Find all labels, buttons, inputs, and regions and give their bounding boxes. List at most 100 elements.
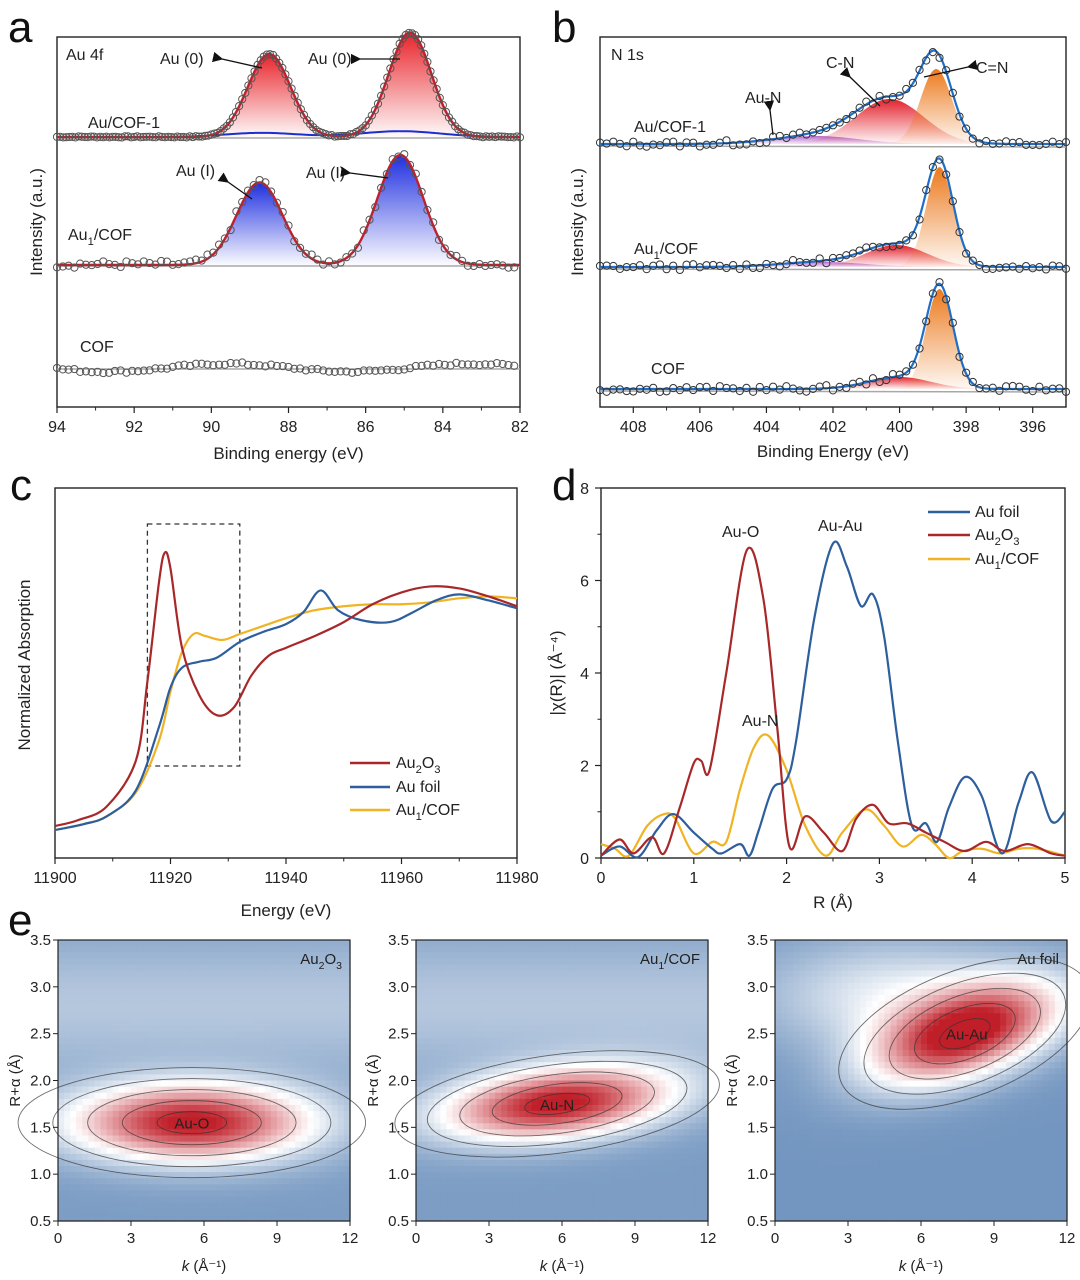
heatmap-cell bbox=[458, 1019, 466, 1027]
heatmap-cell bbox=[325, 1147, 333, 1155]
heatmap-cell bbox=[264, 1196, 272, 1204]
heatmap-cell bbox=[173, 1001, 181, 1008]
heatmap-cell bbox=[252, 1123, 260, 1130]
heatmap-cell bbox=[428, 1037, 435, 1045]
heatmap-cell bbox=[641, 1098, 648, 1106]
heatmap-cell bbox=[507, 1166, 514, 1173]
heatmap-cell bbox=[537, 1049, 545, 1057]
heatmap-cell bbox=[216, 1190, 223, 1198]
heatmap-cell bbox=[422, 1208, 429, 1216]
heatmap-cell bbox=[598, 1196, 606, 1204]
heatmap-cell bbox=[295, 1092, 302, 1100]
heatmap-cell bbox=[289, 1190, 296, 1198]
heatmap-cell bbox=[185, 1129, 193, 1137]
heatmap-cell bbox=[446, 1056, 454, 1063]
heatmap-cell bbox=[277, 1013, 284, 1021]
heatmap-cell bbox=[106, 1172, 114, 1179]
heatmap-cell bbox=[489, 1056, 496, 1063]
heatmap-cell bbox=[106, 1159, 114, 1167]
heatmap-cell bbox=[622, 952, 630, 959]
heatmap-cell bbox=[458, 1031, 466, 1039]
heatmap-cell bbox=[173, 994, 181, 1002]
heatmap-cell bbox=[246, 958, 254, 966]
heatmap-cell bbox=[277, 1147, 284, 1155]
heatmap-cell bbox=[507, 1104, 514, 1112]
heatmap-cell bbox=[470, 1031, 478, 1039]
heatmap-cell bbox=[343, 1117, 351, 1124]
heatmap-cell bbox=[76, 1007, 83, 1014]
heatmap-cell bbox=[628, 1123, 636, 1130]
heatmap-cell bbox=[137, 1098, 144, 1106]
panel-b-data-point bbox=[882, 242, 891, 251]
heatmap-cell bbox=[319, 1111, 327, 1118]
heatmap-cell bbox=[549, 1135, 557, 1143]
heatmap-cell bbox=[313, 1208, 321, 1216]
heatmap-cell bbox=[325, 970, 333, 978]
heatmap-cell bbox=[513, 1056, 521, 1063]
heatmap-cell bbox=[622, 1208, 630, 1216]
heatmap-cell bbox=[325, 1159, 333, 1167]
heatmap-cell bbox=[234, 1049, 242, 1057]
heatmap-cell bbox=[100, 1196, 108, 1204]
heatmap-cell bbox=[495, 964, 502, 972]
panel-b-data-point bbox=[755, 382, 764, 392]
heatmap-cell bbox=[325, 1098, 333, 1106]
panel-b-xlabel: Binding Energy (eV) bbox=[757, 442, 909, 461]
heatmap-cell bbox=[283, 946, 290, 953]
heatmap-cell bbox=[240, 946, 248, 953]
heatmap-cell bbox=[277, 1202, 284, 1210]
heatmap-cell bbox=[204, 994, 211, 1002]
heatmap-cell bbox=[671, 958, 679, 966]
heatmap-cell bbox=[331, 1031, 339, 1039]
heatmap-cell bbox=[428, 1062, 435, 1069]
heatmap-cell bbox=[489, 1172, 496, 1179]
heatmap-cell bbox=[283, 1159, 290, 1167]
panel-e-wavelet-transform: 0 3 6 9 120.51.01.52.02.53.03.5k (Å⁻¹)R+α (Å… bbox=[7, 932, 1080, 1275]
heatmap-cell bbox=[331, 1062, 339, 1069]
heatmap-cell bbox=[185, 1043, 193, 1051]
heatmap-cell bbox=[562, 1208, 569, 1216]
heatmap-cell bbox=[428, 1056, 435, 1063]
heatmap-cell bbox=[628, 1025, 636, 1033]
heatmap-cell bbox=[337, 1166, 345, 1173]
heatmap-cell bbox=[659, 1147, 667, 1155]
heatmap-cell bbox=[270, 1159, 278, 1167]
heatmap-cell bbox=[428, 1135, 435, 1143]
panel-a-data-point bbox=[475, 361, 484, 370]
heatmap-cell bbox=[191, 1196, 199, 1204]
panel-a-data-point bbox=[261, 178, 270, 187]
heatmap-cell bbox=[258, 1074, 266, 1082]
panel-a-data-point bbox=[336, 131, 346, 141]
heatmap-cell bbox=[574, 1141, 581, 1149]
panel-a-peak-fill bbox=[184, 54, 355, 137]
heatmap-cell bbox=[628, 1202, 636, 1210]
heatmap-cell bbox=[434, 1123, 441, 1130]
heatmap-cell bbox=[289, 958, 296, 966]
heatmap-cell bbox=[635, 1117, 642, 1124]
heatmap-cell bbox=[677, 958, 685, 966]
heatmap-cell bbox=[191, 1123, 199, 1130]
heatmap-cell bbox=[343, 1196, 351, 1204]
heatmap-cell bbox=[143, 1025, 150, 1033]
heatmap-cell bbox=[325, 940, 333, 947]
panel-a-data-point bbox=[99, 133, 108, 142]
heatmap-cell bbox=[173, 1178, 181, 1185]
heatmap-cell bbox=[470, 958, 478, 966]
heatmap-cell bbox=[258, 1007, 266, 1014]
panel-c-xtick-label: 11920 bbox=[149, 870, 192, 887]
heatmap-cell bbox=[252, 1098, 260, 1106]
heatmap-cell bbox=[343, 1001, 351, 1008]
heatmap-cell bbox=[531, 982, 539, 990]
heatmap-cell bbox=[440, 1013, 448, 1021]
heatmap-cell bbox=[464, 1043, 472, 1051]
heatmap-cell bbox=[307, 994, 315, 1002]
heatmap-cell bbox=[319, 1196, 327, 1204]
heatmap-cell bbox=[228, 1104, 236, 1112]
heatmap-cell bbox=[210, 946, 217, 953]
heatmap-cell bbox=[106, 1019, 114, 1027]
heatmap-cell bbox=[331, 1025, 339, 1033]
panel-a-annotation-au1-left: Au (I) bbox=[176, 163, 215, 180]
heatmap-cell bbox=[659, 1123, 667, 1130]
heatmap-cell bbox=[659, 1001, 667, 1008]
heatmap-cell bbox=[100, 1147, 108, 1155]
